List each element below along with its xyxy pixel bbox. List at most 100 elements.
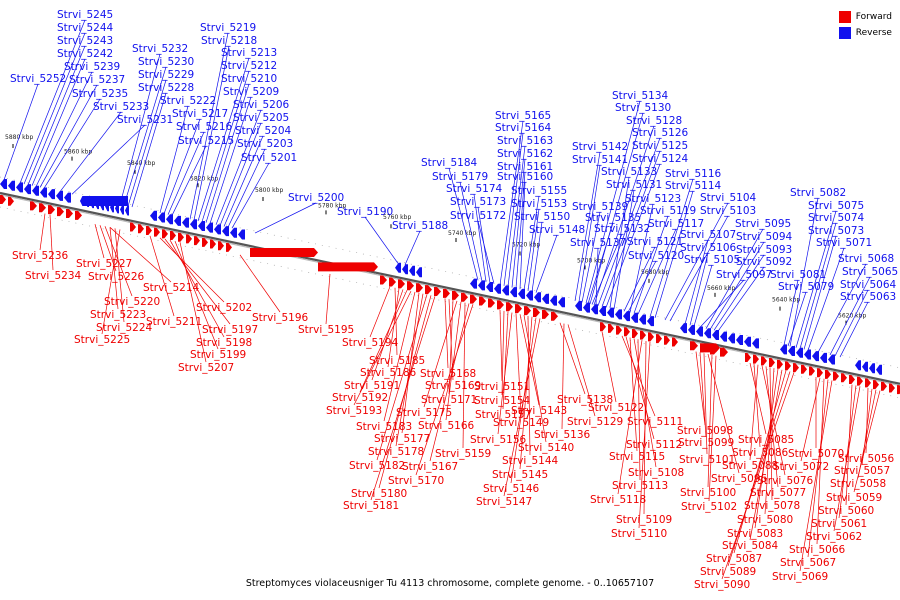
forward-gene-label: Strvi_5178 [368,446,424,458]
reverse-gene-label: Strvi_5235 [72,88,128,100]
reverse-leader-line [197,57,250,222]
reverse-leader-line [605,163,661,308]
reverse-gene-label: Strvi_5165 [495,110,551,122]
reverse-leader-line [783,279,799,346]
forward-gene-label: Strvi_5171 [421,394,477,406]
forward-leader-line [462,302,466,449]
reverse-leader-line [223,135,264,227]
reverse-gene-label: Strvi_5125 [632,140,688,152]
reverse-gene-arrow [599,305,606,316]
reverse-gene-label: Strvi_5132 [594,223,650,235]
forward-gene-arrow [416,283,423,293]
reverse-gene-arrow [190,219,197,230]
forward-gene-arrow [146,225,152,235]
reverse-gene-arrow [510,287,517,298]
reverse-leader-line [527,208,540,291]
forward-leader-line [845,384,853,506]
reverse-leader-line [623,246,656,312]
forward-leader-line [695,351,706,426]
forward-gene-label: Strvi_5058 [830,478,886,490]
reverse-gene-label: Strvi_5188 [392,220,448,232]
forward-gene-label: Strvi_5143 [511,405,567,417]
reverse-gene-label: Strvi_5239 [64,61,120,73]
forward-gene-arrow [186,234,192,244]
reverse-leader-line [693,264,713,327]
reverse-leader-line [637,228,677,315]
reverse-gene-arrow [478,280,485,291]
forward-gene-label: Strvi_5085 [738,434,794,446]
reverse-gene-arrow [56,190,63,201]
forward-gene-label: Strvi_5146 [483,483,540,495]
reverse-gene-label: Strvi_5172 [450,210,506,222]
reverse-leader-line [364,216,399,264]
forward-leader-line [169,239,225,338]
forward-leader-line [104,226,133,297]
reverse-gene-arrow [395,262,401,273]
forward-leader-line [164,238,231,325]
forward-gene-label: Strvi_5202 [196,302,252,314]
reverse-gene-label: Strvi_5103 [700,205,756,217]
forward-gene-label: Strvi_5145 [492,469,548,481]
forward-gene-arrow [380,275,387,285]
reverse-leader-line [613,189,635,310]
forward-gene-arrow [849,374,855,384]
reverse-gene-arrow [583,302,590,313]
forward-gene-arrow [30,201,37,211]
forward-gene-label: Strvi_5089 [700,566,756,578]
forward-gene-arrow [745,352,751,362]
forward-gene-label: Strvi_5191 [344,380,400,392]
forward-leader-line [159,237,225,303]
reverse-gene-label: Strvi_5116 [665,168,722,180]
reverse-gene-label: Strvi_5209 [223,86,279,98]
forward-gene-label: Strvi_5102 [681,501,737,513]
reverse-gene-label: Strvi_5093 [736,244,792,256]
reverse-gene-label: Strvi_5233 [93,101,149,113]
reverse-gene-label: Strvi_5128 [626,115,682,127]
forward-gene-label: Strvi_5214 [143,282,200,294]
forward-gene-arrow [210,239,216,249]
reverse-gene-label: Strvi_5141 [572,154,628,166]
forward-gene-arrow [533,307,540,317]
reverse-gene-arrow [24,184,31,195]
reverse-gene-label: Strvi_5252 [10,73,66,85]
forward-gene-label: Strvi_5077 [750,487,806,499]
reverse-leader-line [689,252,709,326]
forward-leader-line [371,289,404,381]
reverse-gene-arrow [402,264,408,275]
forward-gene-label: Strvi_5129 [567,416,623,428]
forward-gene-arrow [600,322,606,332]
reverse-gene-label: Strvi_5201 [241,152,297,164]
forward-gene-arrow [130,222,136,232]
forward-leader-line [353,290,412,406]
reverse-gene-label: Strvi_5094 [736,231,793,243]
forward-large-gene-arrow [318,262,378,272]
forward-leader-line [567,324,596,417]
forward-gene-label: Strvi_5070 [788,448,844,460]
reverse-leader-line [787,291,807,347]
forward-leader-line [753,363,761,448]
forward-gene-label: Strvi_5195 [298,324,354,336]
reverse-gene-label: Strvi_5190 [337,206,393,218]
forward-leader-line [149,235,175,317]
forward-gene-arrow [497,300,504,310]
reverse-leader-line [649,178,694,317]
forward-gene-arrow [434,287,441,297]
reverse-gene-label: Strvi_5139 [572,201,628,213]
forward-gene-arrow [398,279,405,289]
forward-gene-arrow [470,294,477,304]
forward-gene-label: Strvi_5149 [493,417,549,429]
forward-leader-line [239,254,281,313]
reverse-leader-line [448,167,479,281]
reverse-leader-line [27,45,86,186]
forward-gene-label: Strvi_5199 [190,349,246,361]
forward-gene-label: Strvi_5157 [475,409,531,421]
forward-leader-line [769,367,773,501]
forward-gene-arrow [443,288,450,298]
forward-leader-line [429,303,470,462]
reverse-gene-arrow [804,349,811,360]
forward-gene-label: Strvi_5076 [757,475,814,487]
forward-leader-line [387,288,400,368]
forward-gene-label: Strvi_5061 [811,518,867,530]
forward-gene-label: Strvi_5151 [474,381,530,393]
forward-gene-arrow [672,337,678,347]
